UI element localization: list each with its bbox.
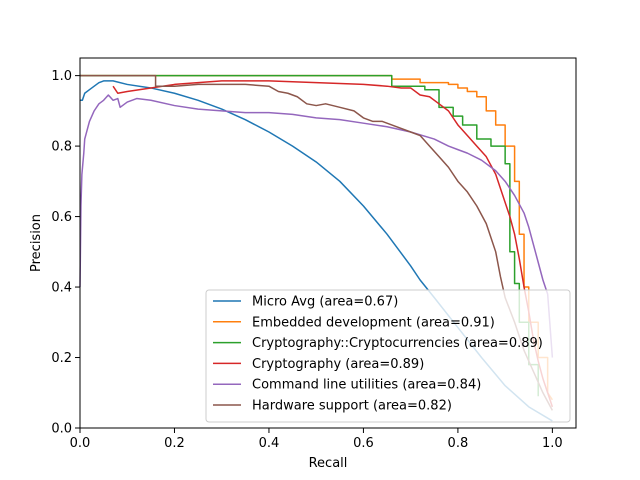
legend-label: Cryptography::Cryptocurrencies (area=0.8… (252, 336, 543, 351)
x-tick-label: 0.2 (164, 436, 185, 451)
y-tick-label: 0.6 (51, 210, 72, 225)
legend: Micro Avg (area=0.67) Embedded developmen… (205, 289, 571, 423)
plot-frame (79, 57, 577, 429)
y-tick-label: 0.4 (51, 281, 72, 296)
x-tick-label: 0.4 (259, 436, 280, 451)
legend-label: Command line utilities (area=0.84) (252, 378, 481, 393)
x-ticks: 0.0 0.2 0.4 0.6 0.8 1.0 (70, 428, 563, 451)
x-axis-label: Recall (309, 456, 348, 471)
legend-box (205, 289, 571, 423)
legend-label: Hardware support (area=0.82) (252, 399, 452, 414)
x-tick-label: 1.0 (542, 436, 563, 451)
y-axis-label: Precision (29, 214, 44, 272)
axes-layer (79, 57, 577, 429)
legend-label: Embedded development (area=0.91) (252, 315, 495, 330)
legend-label: Cryptography (area=0.89) (252, 357, 424, 372)
x-tick-label: 0.0 (70, 436, 91, 451)
x-tick-label: 0.8 (448, 436, 469, 451)
legend-label: Micro Avg (area=0.67) (252, 295, 398, 310)
x-tick-label: 0.6 (353, 436, 374, 451)
y-tick-label: 1.0 (51, 69, 72, 84)
y-ticks: 0.0 0.2 0.4 0.6 0.8 1.0 (51, 69, 80, 437)
y-tick-label: 0.8 (51, 140, 72, 155)
y-tick-label: 0.2 (51, 351, 72, 366)
series-line-6 (80, 74, 554, 411)
y-tick-label: 0.0 (51, 422, 72, 437)
series-line-5 (79, 94, 554, 358)
